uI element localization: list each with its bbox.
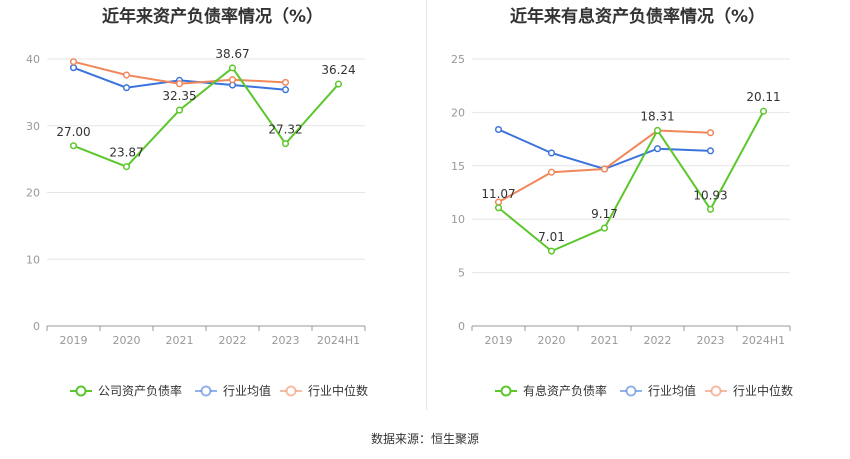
x-tick-label: 2019 — [60, 334, 88, 347]
data-label: 7.01 — [538, 230, 565, 244]
data-label: 9.17 — [591, 207, 618, 221]
data-point — [69, 64, 78, 72]
data-label: 32.35 — [162, 89, 196, 103]
legend-label: 行业中位数 — [308, 383, 368, 398]
legend-label: 有息资产负债率 — [523, 383, 607, 398]
data-point — [653, 126, 662, 134]
legend-marker — [625, 385, 637, 397]
panel-divider — [426, 0, 427, 410]
series-line — [497, 110, 765, 253]
chart-title: 近年来有息资产负债率情况（%） — [509, 7, 766, 27]
data-label: 38.67 — [215, 47, 249, 61]
data-label: 10.93 — [693, 188, 727, 202]
x-tick-label: 2020 — [113, 334, 141, 347]
interest-bearing-debt-ratio-chart: 0 5 10 15 20 25 2019 2020 2021 2022 2023 2024H1 11.0… — [451, 53, 793, 398]
data-label: 36.24 — [321, 63, 355, 77]
data-point — [600, 224, 609, 232]
x-tick-label: 2023 — [697, 334, 725, 347]
left-chart-panel: 近年来资产负债率情况（%） 0 10 20 30 40 2019 2020 2021 2022 2… — [0, 0, 425, 420]
data-point — [175, 106, 184, 114]
legend-item: 行业中位数 — [280, 383, 368, 398]
y-tick-label: 40 — [26, 53, 40, 66]
data-point — [547, 247, 556, 255]
right-chart-panel: 近年来有息资产负债率情况（%） 0 5 10 15 20 25 2019 2020 2021 20… — [425, 0, 850, 420]
y-tick-label: 0 — [458, 320, 465, 333]
data-point — [706, 129, 715, 137]
y-tick-label: 5 — [458, 267, 465, 280]
data-label: 27.32 — [268, 123, 302, 137]
data-label: 27.00 — [56, 125, 90, 139]
data-source: 数据来源：恒生聚源 — [370, 432, 479, 446]
chart-title: 近年来资产负债率情况（%） — [101, 7, 324, 27]
data-point — [122, 84, 131, 92]
data-point — [494, 125, 503, 134]
data-point — [281, 140, 290, 148]
data-point — [175, 80, 184, 88]
data-point — [69, 58, 78, 66]
y-tick-label: 0 — [33, 320, 40, 333]
y-tick-label: 15 — [451, 160, 465, 173]
series-line — [73, 66, 340, 168]
y-tick-label: 10 — [26, 253, 40, 266]
legend-label: 行业均值 — [223, 383, 271, 398]
legend-item: 行业均值 — [195, 383, 271, 398]
y-tick-label: 20 — [451, 106, 465, 119]
legend-label: 行业均值 — [648, 383, 696, 398]
data-point — [547, 149, 556, 157]
legend-marker — [200, 385, 212, 397]
x-tick-label: 2024H1 — [317, 334, 360, 347]
legend-item: 有息资产负债率 — [495, 383, 607, 398]
y-tick-label: 25 — [451, 53, 465, 66]
data-point — [69, 142, 78, 150]
data-point — [122, 71, 131, 79]
legend-label: 行业中位数 — [733, 383, 793, 398]
debt-ratio-chart: 0 10 20 30 40 2019 2020 2021 2022 2023 2024H1 27.00… — [26, 47, 368, 398]
data-point — [228, 76, 237, 84]
data-label: 23.87 — [109, 146, 143, 160]
legend-marker — [710, 385, 722, 397]
data-point — [494, 204, 503, 212]
data-point — [653, 145, 662, 153]
x-tick-label: 2019 — [485, 334, 513, 347]
data-point — [600, 165, 609, 173]
data-point — [706, 205, 715, 213]
data-label: 20.11 — [746, 90, 780, 104]
x-tick-label: 2021 — [591, 334, 619, 347]
data-point — [228, 64, 237, 72]
y-tick-label: 10 — [451, 213, 465, 226]
data-point — [334, 80, 343, 88]
legend-marker — [500, 385, 512, 397]
x-tick-label: 2024H1 — [742, 334, 785, 347]
x-tick-label: 2022 — [644, 334, 672, 347]
x-tick-label: 2020 — [538, 334, 566, 347]
data-label: 18.31 — [640, 109, 674, 123]
legend-item: 公司资产负债率 — [70, 383, 182, 398]
data-point — [759, 107, 768, 115]
data-point — [547, 168, 556, 176]
x-tick-label: 2021 — [166, 334, 194, 347]
y-tick-label: 30 — [26, 120, 40, 133]
legend-item: 行业中位数 — [705, 383, 793, 398]
y-tick-label: 20 — [26, 187, 40, 200]
data-point — [281, 78, 290, 86]
x-tick-label: 2023 — [272, 334, 300, 347]
data-point — [706, 147, 715, 155]
legend-marker — [285, 385, 297, 397]
x-tick-label: 2022 — [219, 334, 247, 347]
data-point — [122, 163, 131, 171]
data-label: 11.07 — [481, 187, 515, 201]
legend-label: 公司资产负债率 — [98, 383, 182, 398]
legend-marker — [75, 385, 87, 397]
data-point — [281, 86, 290, 94]
legend-item: 行业均值 — [620, 383, 696, 398]
